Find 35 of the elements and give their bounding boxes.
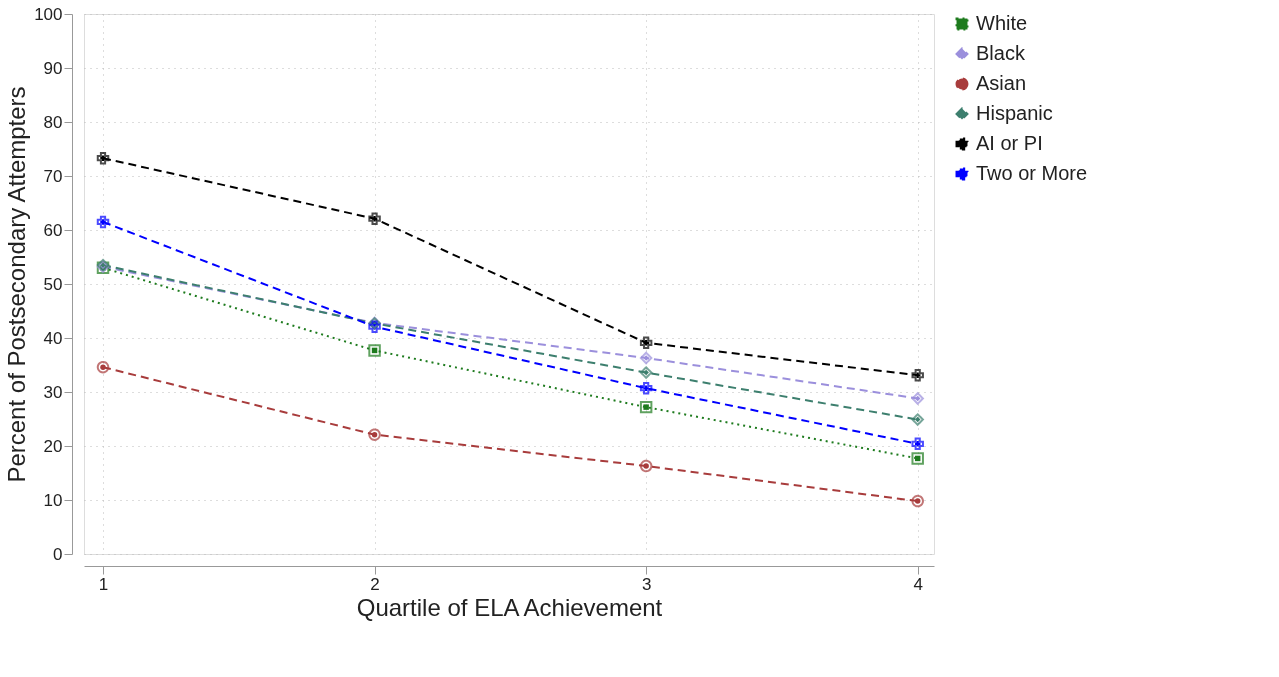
x-tick-label: 1 [98,574,109,594]
x-tick-label: 2 [370,574,380,594]
point [639,351,653,365]
y-tick-label: 20 [43,436,63,456]
y-tick-label: 100 [34,4,63,24]
legend-label: Hispanic [976,102,1053,124]
legend-label: Black [976,42,1026,64]
point [96,360,110,374]
x-axis-title: Quartile of ELA Achievement [356,593,663,621]
legend-label: AI or PI [976,132,1043,154]
y-tick-label: 50 [43,274,63,294]
y-tick-label: 70 [43,166,63,186]
legend-label: Asian [976,72,1027,94]
y-tick-label: 40 [43,328,63,348]
point [639,336,653,350]
point [639,459,653,473]
x-tick-label: 4 [913,574,923,594]
point [96,215,110,229]
point [639,400,653,414]
legend-label: White [976,12,1028,34]
y-tick-label: 60 [43,220,63,240]
point [911,369,924,382]
y-tick-label: 10 [43,490,63,510]
legend-label: Two or More [976,162,1088,184]
y-axis-title: Percent of Postsecondary Attempters [3,86,31,483]
point [639,381,653,395]
y-tick-label: 90 [43,58,63,78]
point [911,437,924,451]
y-tick-label: 30 [43,382,63,402]
y-tick-label: 0 [53,544,63,564]
point [639,366,653,379]
point [96,151,110,165]
y-tick-label: 80 [43,112,63,132]
point [911,494,924,508]
x-tick-label: 3 [641,574,652,594]
